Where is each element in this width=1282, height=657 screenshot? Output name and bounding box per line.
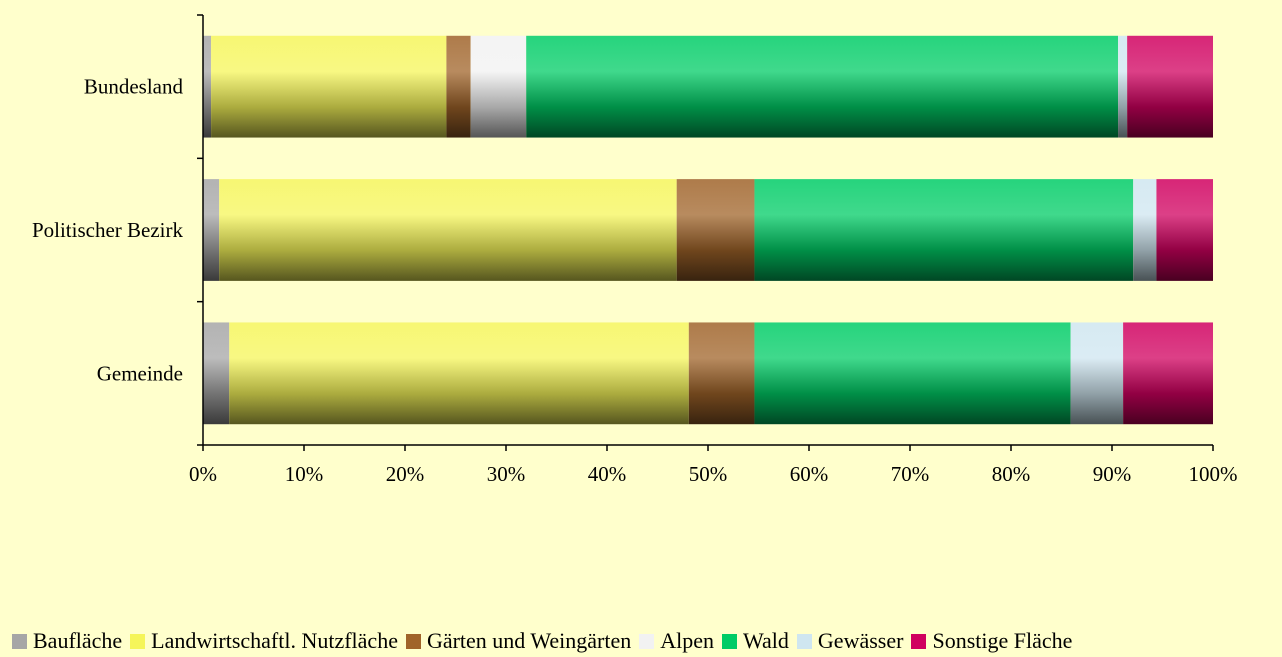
x-tick-label: 0% (189, 462, 217, 486)
bar-segment (1156, 179, 1213, 281)
category-labels: Bundesland Politischer Bezirk Gemeinde (32, 75, 184, 386)
legend-item: Landwirtschaftl. Nutzfläche (130, 628, 398, 654)
legend-swatch (130, 633, 146, 649)
x-tick-label: 30% (487, 462, 526, 486)
bar-segment (1123, 322, 1213, 425)
x-tick-label: 10% (285, 462, 324, 486)
x-tick-label: 70% (891, 462, 930, 486)
legend-label: Gewässer (817, 628, 904, 653)
bar-segment (1118, 35, 1128, 138)
legend-label: Alpen (660, 628, 715, 653)
legend-label: Sonstige Fläche (932, 628, 1073, 653)
bar-segment (688, 322, 755, 425)
legend-item: Gärten und Weingärten (405, 628, 632, 654)
bar-segment (203, 322, 230, 425)
legend-swatch (639, 633, 655, 649)
bar-segment (219, 179, 677, 281)
bar-segment (211, 35, 447, 138)
x-tick-labels: 0% 10% 20% 30% 40% 50% 60% 70% 80% 90% 100% (189, 445, 1238, 486)
legend: Baufläche Landwirtschaftl. Nutzfläche Gärt… (12, 628, 1282, 654)
legend-item: Baufläche (12, 628, 122, 654)
category-label: Gemeinde (97, 361, 183, 385)
x-tick-label: 50% (689, 462, 728, 486)
bar-segment (754, 322, 1071, 425)
bar-segment (1133, 179, 1157, 281)
x-tick-label: 100% (1189, 462, 1238, 486)
legend-item: Wald (722, 628, 789, 654)
legend-swatch (12, 633, 27, 649)
category-label: Bundesland (84, 75, 184, 99)
legend-label: Baufläche (33, 628, 123, 653)
bar-segment (203, 35, 212, 138)
x-tick-label: 20% (386, 462, 425, 486)
legend-swatch (911, 633, 927, 649)
legend-label: Gärten und Weingärten (426, 628, 632, 653)
category-label: Politischer Bezirk (32, 218, 184, 242)
x-tick-label: 40% (588, 462, 627, 486)
bar-segment (676, 179, 755, 281)
legend-label: Landwirtschaftl. Nutzfläche (151, 628, 398, 653)
legend-swatch (405, 633, 421, 649)
x-tick-label: 90% (1093, 462, 1132, 486)
bar-segment (1127, 35, 1213, 138)
legend-swatch (722, 633, 738, 649)
legend-label: Wald (743, 628, 789, 653)
y-tick-marks (197, 14, 203, 446)
legend-item: Gewässer (796, 628, 904, 654)
bar-segment (203, 179, 220, 281)
x-tick-label: 60% (790, 462, 829, 486)
legend-item: Alpen (639, 628, 714, 654)
bar-segment (229, 322, 689, 425)
bar-segment (1070, 322, 1124, 425)
bar-segment (526, 35, 1119, 138)
bars-group (203, 35, 1213, 425)
legend-item: Sonstige Fläche (911, 628, 1072, 654)
x-tick-label: 80% (992, 462, 1031, 486)
bar-segment (470, 35, 527, 138)
bar-segment (446, 35, 471, 138)
legend-swatch (796, 633, 812, 649)
bar-segment (754, 179, 1134, 281)
